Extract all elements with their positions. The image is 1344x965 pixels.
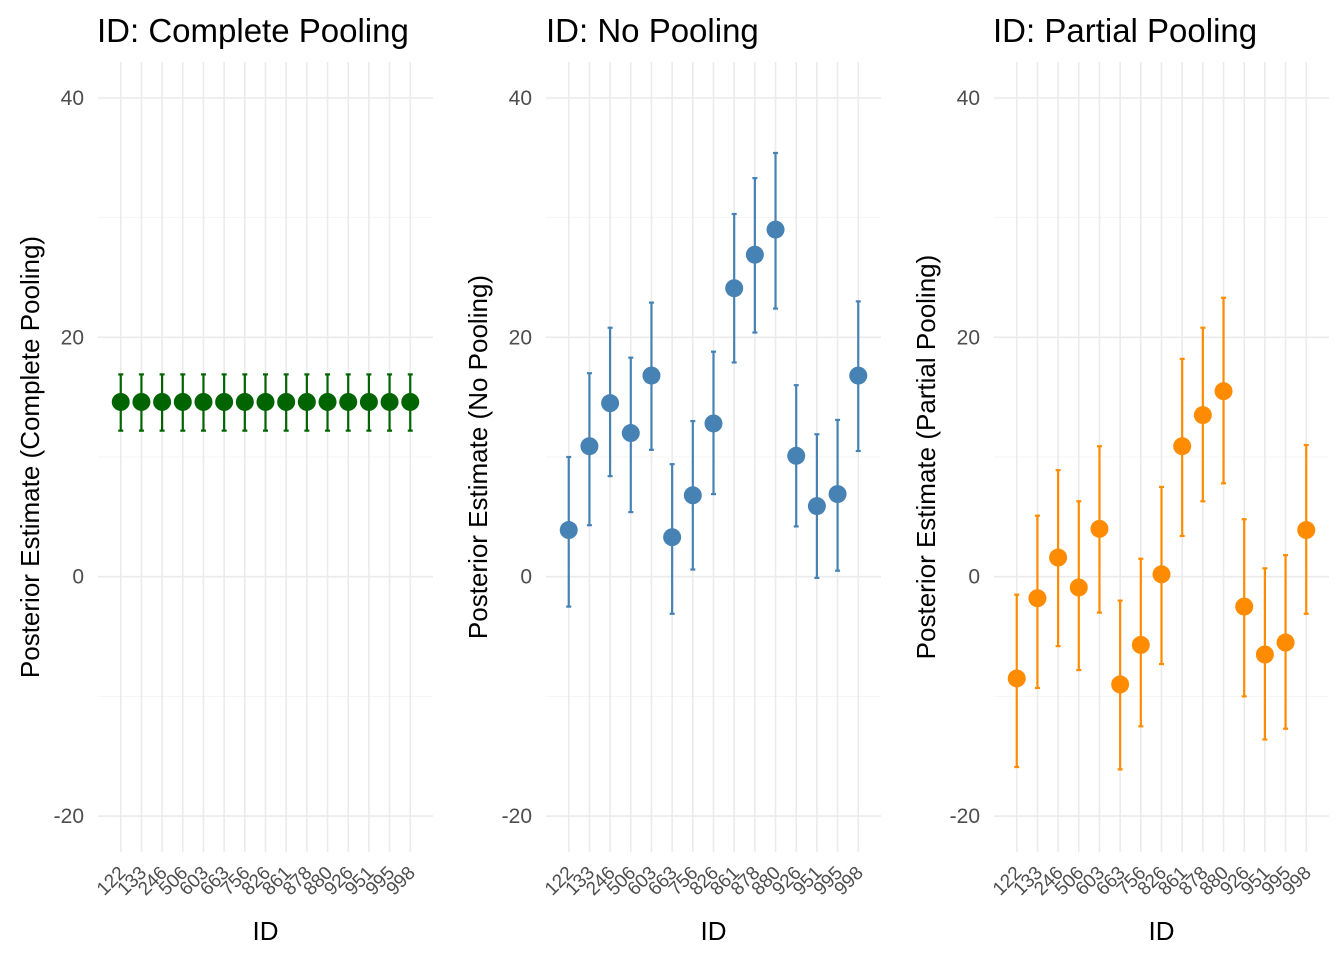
- y-tick-label: 0: [72, 566, 84, 589]
- panel-2: -200204012213324650660366375682686187888…: [463, 12, 881, 946]
- data-point: [663, 528, 682, 547]
- data-point: [1193, 406, 1212, 425]
- data-point: [173, 392, 192, 411]
- y-axis-title: Posterior Estimate (Complete Pooling): [15, 236, 45, 678]
- data-point: [1235, 597, 1254, 616]
- data-point: [1214, 382, 1233, 401]
- data-point: [153, 392, 172, 411]
- data-point: [621, 424, 640, 443]
- data-point: [1049, 548, 1068, 567]
- data-point: [601, 394, 620, 413]
- data-point: [1007, 669, 1026, 688]
- y-tick-label: 0: [520, 566, 532, 589]
- y-tick-label: 40: [957, 87, 980, 110]
- data-point: [1028, 589, 1047, 608]
- data-point: [318, 392, 337, 411]
- y-tick-label: -20: [54, 805, 84, 828]
- data-point: [828, 485, 847, 504]
- data-point: [111, 392, 130, 411]
- y-tick-label: 40: [509, 87, 532, 110]
- data-point: [725, 279, 744, 298]
- data-point: [215, 392, 234, 411]
- data-point: [1255, 645, 1274, 664]
- data-point: [849, 366, 868, 385]
- data-point: [277, 392, 296, 411]
- panel-title: ID: Partial Pooling: [993, 12, 1257, 49]
- data-point: [807, 497, 826, 516]
- data-point: [256, 392, 275, 411]
- data-point: [580, 437, 599, 456]
- x-axis-title: ID: [701, 916, 727, 946]
- y-tick-label: 20: [61, 326, 84, 349]
- data-point: [559, 521, 578, 540]
- y-tick-label: -20: [950, 805, 980, 828]
- data-point: [704, 414, 723, 433]
- data-point: [787, 446, 806, 465]
- data-point: [401, 392, 420, 411]
- data-point: [683, 486, 702, 505]
- data-point: [339, 392, 358, 411]
- y-axis-title: Posterior Estimate (No Pooling): [463, 275, 493, 639]
- y-tick-label: 20: [957, 326, 980, 349]
- data-point: [1131, 635, 1150, 654]
- data-point: [1069, 578, 1088, 597]
- data-point: [1276, 633, 1295, 652]
- panel-title: ID: No Pooling: [546, 12, 759, 49]
- data-point: [766, 220, 785, 239]
- y-tick-label: 20: [509, 326, 532, 349]
- panel-3: -200204012213324650660366375682686187888…: [911, 12, 1329, 946]
- y-axis-title: Posterior Estimate (Partial Pooling): [911, 255, 941, 660]
- data-point: [380, 392, 399, 411]
- data-point: [359, 392, 378, 411]
- data-point: [1152, 565, 1171, 584]
- y-tick-label: -20: [502, 805, 532, 828]
- data-point: [235, 392, 254, 411]
- y-tick-label: 40: [61, 87, 84, 110]
- data-point: [1173, 437, 1192, 456]
- data-point: [745, 245, 764, 264]
- data-point: [642, 366, 661, 385]
- data-point: [194, 392, 213, 411]
- x-axis-title: ID: [1149, 916, 1175, 946]
- data-point: [132, 392, 151, 411]
- panel-title: ID: Complete Pooling: [97, 12, 409, 49]
- data-point: [1090, 519, 1109, 538]
- data-point: [297, 392, 316, 411]
- panel-1: -200204012213324650660366375682686187888…: [15, 12, 433, 946]
- data-point: [1111, 675, 1130, 694]
- data-point: [1297, 521, 1316, 540]
- x-axis-title: ID: [253, 916, 279, 946]
- y-tick-label: 0: [968, 566, 980, 589]
